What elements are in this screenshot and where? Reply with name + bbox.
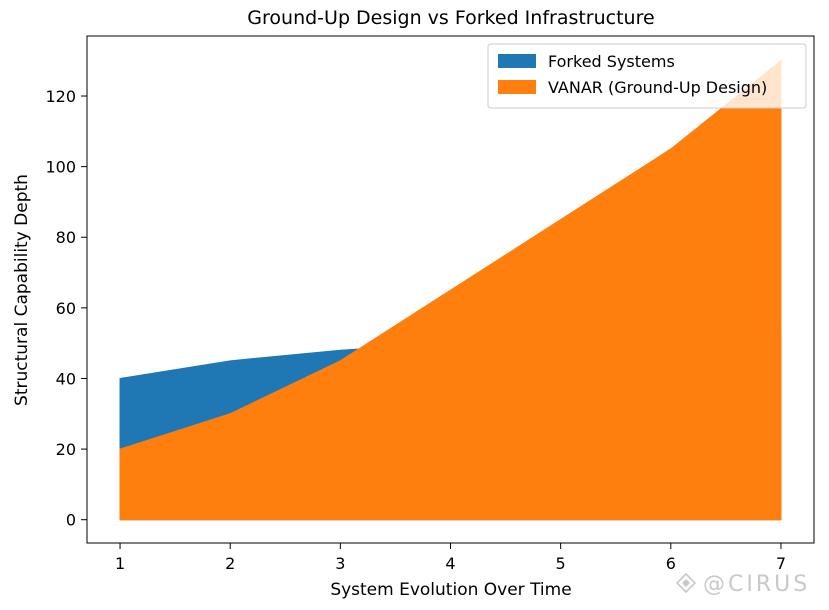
x-tick-label: 1 (115, 554, 125, 573)
y-axis: 0 20 40 60 80 100 120 (45, 87, 87, 530)
binance-diamond-icon (675, 572, 697, 594)
x-tick-label: 5 (556, 554, 566, 573)
y-axis-label: Structural Capability Depth (12, 174, 32, 406)
legend-entry: Forked Systems (548, 52, 675, 71)
y-tick-label: 80 (56, 228, 76, 247)
legend: Forked Systems VANAR (Ground-Up Design) (487, 43, 807, 109)
y-tick-label: 120 (45, 87, 76, 106)
chart-title: Ground-Up Design vs Forked Infrastructur… (247, 7, 654, 29)
y-tick-label: 100 (45, 158, 76, 177)
x-tick-label: 7 (776, 554, 786, 573)
x-tick-label: 4 (445, 554, 455, 573)
chart-areas (119, 59, 782, 521)
x-tick-label: 3 (335, 554, 345, 573)
x-tick-label: 6 (666, 554, 676, 573)
legend-entry: VANAR (Ground-Up Design) (548, 78, 767, 97)
legend-swatch (498, 54, 536, 68)
legend-box (487, 43, 807, 109)
legend-swatch (498, 80, 536, 94)
y-tick-label: 60 (56, 299, 76, 318)
watermark-text: @CIRUS (703, 572, 810, 597)
x-axis-label: System Evolution Over Time (330, 580, 571, 600)
watermark: @CIRUS (675, 572, 810, 597)
x-tick-label: 2 (225, 554, 235, 573)
y-tick-label: 20 (56, 440, 76, 459)
y-tick-label: 40 (56, 369, 76, 388)
area-series-2 (119, 59, 782, 521)
y-tick-label: 0 (66, 511, 76, 530)
x-axis: 1 2 3 4 5 6 7 (115, 543, 786, 573)
